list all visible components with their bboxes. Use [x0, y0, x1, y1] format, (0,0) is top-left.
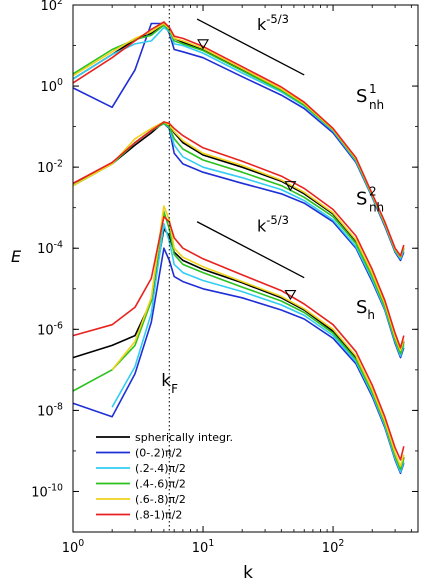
series-line-1-6 [72, 21, 405, 257]
plot-frame [72, 4, 419, 533]
legend-label-6: (.8-1)π/2 [135, 509, 182, 522]
x-tick-label: 102 [322, 538, 345, 556]
marker-triangle-3 [284, 290, 297, 301]
group-label-1: S 1 nh [356, 82, 384, 112]
group-label-2: S 2 nh [356, 184, 384, 214]
group-label-3: Sh [356, 297, 375, 322]
legend-label-2: (0-.2)π/2 [135, 447, 182, 460]
series-line-1-4 [72, 24, 405, 258]
slope-line-2 [196, 221, 305, 279]
y-axis-label: E [11, 247, 22, 266]
slope-line-1 [196, 18, 305, 76]
series-line-3-1 [72, 228, 405, 468]
forcing-wavenumber-label: kF [161, 371, 178, 396]
slope-label-1: k-5/3 [257, 12, 289, 34]
axis-layer: 100 101 102 102 100 10-2 10-4 10-6 10-8 10-10 [31, 0, 418, 556]
y-tick-label: 10-2 [37, 158, 63, 176]
legend-label-1: spherically integr. [135, 431, 233, 444]
series-line-2-5 [72, 121, 405, 352]
series-group-3 [72, 205, 405, 475]
series-line-1-1 [72, 22, 405, 258]
slope-label-2: k-5/3 [257, 213, 289, 235]
annotation-layer: kF k-5/3 k-5/3 S 1 nh S 2 nh Sh [161, 5, 384, 532]
x-tick-label: 101 [192, 538, 215, 556]
legend-label-3: (.2-.4)π/2 [135, 462, 186, 475]
series-line-1-2 [72, 22, 405, 262]
y-tick-label: 10-4 [37, 239, 63, 257]
y-tick-label: 10-6 [37, 320, 63, 338]
series-line-3-6 [72, 215, 405, 461]
series-line-1-5 [72, 22, 405, 258]
series-layer [72, 21, 405, 475]
series-group-1 [72, 21, 405, 262]
y-tick-label: 10-8 [37, 402, 63, 420]
marker-triangle-1 [197, 39, 209, 50]
x-tick-label: 100 [62, 538, 85, 556]
marker-triangle-2 [284, 181, 297, 192]
y-tick-label: 100 [41, 77, 64, 95]
x-axis-label: k [243, 563, 253, 583]
legend-label-5: (.6-.8)π/2 [135, 493, 186, 506]
y-tick-label: 10-10 [31, 483, 63, 501]
legend: spherically integr. (0-.2)π/2 (.2-.4)π/2 (.… [96, 431, 233, 522]
series-line-2-6 [72, 121, 405, 349]
series-line-3-5 [111, 205, 405, 467]
legend-label-4: (.4-.6)π/2 [135, 478, 186, 491]
series-line-1-3 [72, 26, 405, 260]
y-tick-label: 102 [41, 0, 64, 14]
series-group-2 [72, 121, 405, 359]
